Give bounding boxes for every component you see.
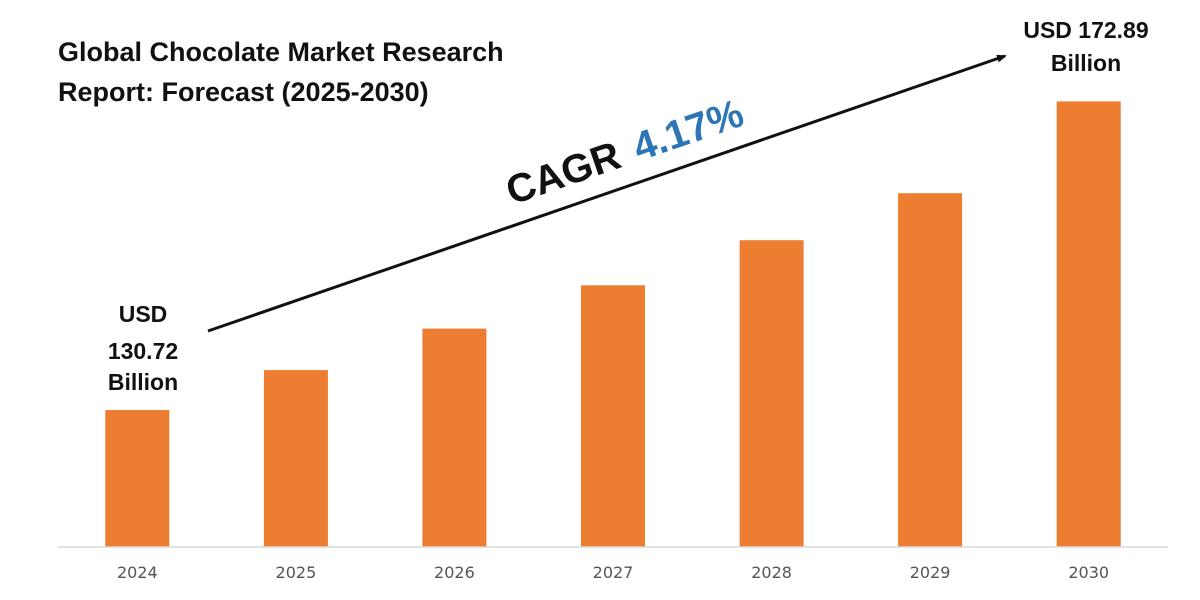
svg-text:CAGR 4.17%: CAGR 4.17% <box>501 91 749 213</box>
x-tick-label-2030: 2030 <box>1068 563 1109 582</box>
bar-2026 <box>422 328 487 547</box>
start-value-callout-line-3: Billion <box>108 369 178 395</box>
end-value-callout-line-2: Billion <box>1051 50 1121 76</box>
x-tick-label-2028: 2028 <box>751 563 792 582</box>
end-value-callout-line-1: USD 172.89 <box>1023 17 1148 43</box>
x-tick-label-2025: 2025 <box>276 563 317 582</box>
cagr-value: 4.17% <box>628 91 750 170</box>
start-value-callout-line-1: USD <box>119 301 168 327</box>
chart-title-line-1: Global Chocolate Market Research <box>58 37 504 67</box>
bar-2025 <box>263 370 328 547</box>
x-tick-label-2029: 2029 <box>910 563 951 582</box>
bar-2024 <box>105 410 170 547</box>
cagr-label: CAGR <box>501 134 627 214</box>
chart-title-line-2: Report: Forecast (2025-2030) <box>58 77 429 107</box>
bar-2028 <box>739 240 804 547</box>
bar-2027 <box>581 285 645 547</box>
bars-group <box>105 101 1121 548</box>
x-tick-label-2024: 2024 <box>117 563 158 582</box>
x-tick-label-2027: 2027 <box>593 563 634 582</box>
x-tick-label-2026: 2026 <box>434 563 475 582</box>
trend-arrow <box>207 54 1007 333</box>
start-value-callout-line-2: 130.72 <box>108 338 178 364</box>
x-axis-tick-labels: 2024 2025 2026 2027 2028 2029 2030 <box>117 563 1109 582</box>
bar-2029 <box>898 193 963 547</box>
cagr-annotation: CAGR 4.17% <box>501 91 749 213</box>
bar-2030 <box>1056 101 1121 548</box>
